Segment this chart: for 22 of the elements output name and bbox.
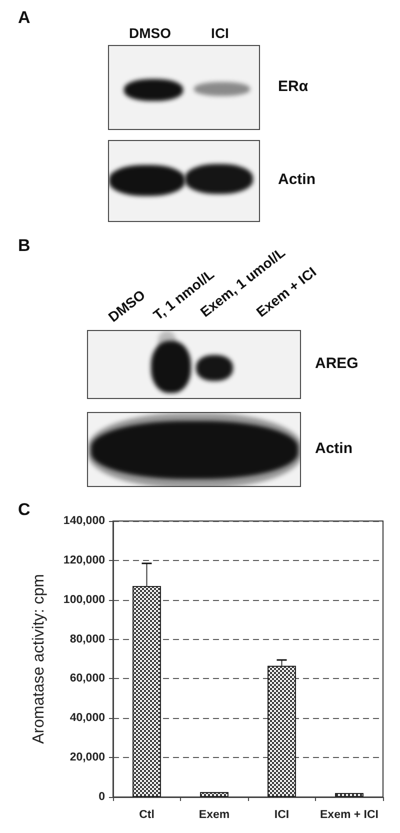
y-tick-label: 120,000	[63, 554, 105, 566]
text: A	[18, 8, 30, 28]
text: DMSO	[129, 25, 171, 41]
x-tick-label: Ctl	[139, 809, 154, 821]
y-tick-label: 40,000	[70, 712, 105, 724]
y-tick-label: 20,000	[70, 752, 105, 764]
x-tick-label: ICI	[274, 809, 290, 821]
y-tick-label: 0	[98, 791, 105, 803]
text: Actin	[278, 171, 316, 188]
chart-title: C	[18, 500, 30, 519]
y-tick-label: 60,000	[70, 672, 105, 685]
y-axis-title: Aromatase activity: cpm	[30, 574, 48, 744]
x-tick-label: Exem	[198, 809, 230, 821]
y-tick-label: 100,000	[63, 594, 105, 606]
text: ICI	[211, 25, 229, 41]
y-tick-label: 80,000	[70, 633, 105, 646]
text: B	[18, 236, 30, 256]
text: ERα	[278, 78, 308, 94]
text: AREG	[315, 354, 358, 372]
y-tick-label: 140,000	[63, 515, 105, 527]
x-tick-label: Exem + ICI	[320, 809, 378, 821]
text: Actin	[315, 440, 352, 456]
